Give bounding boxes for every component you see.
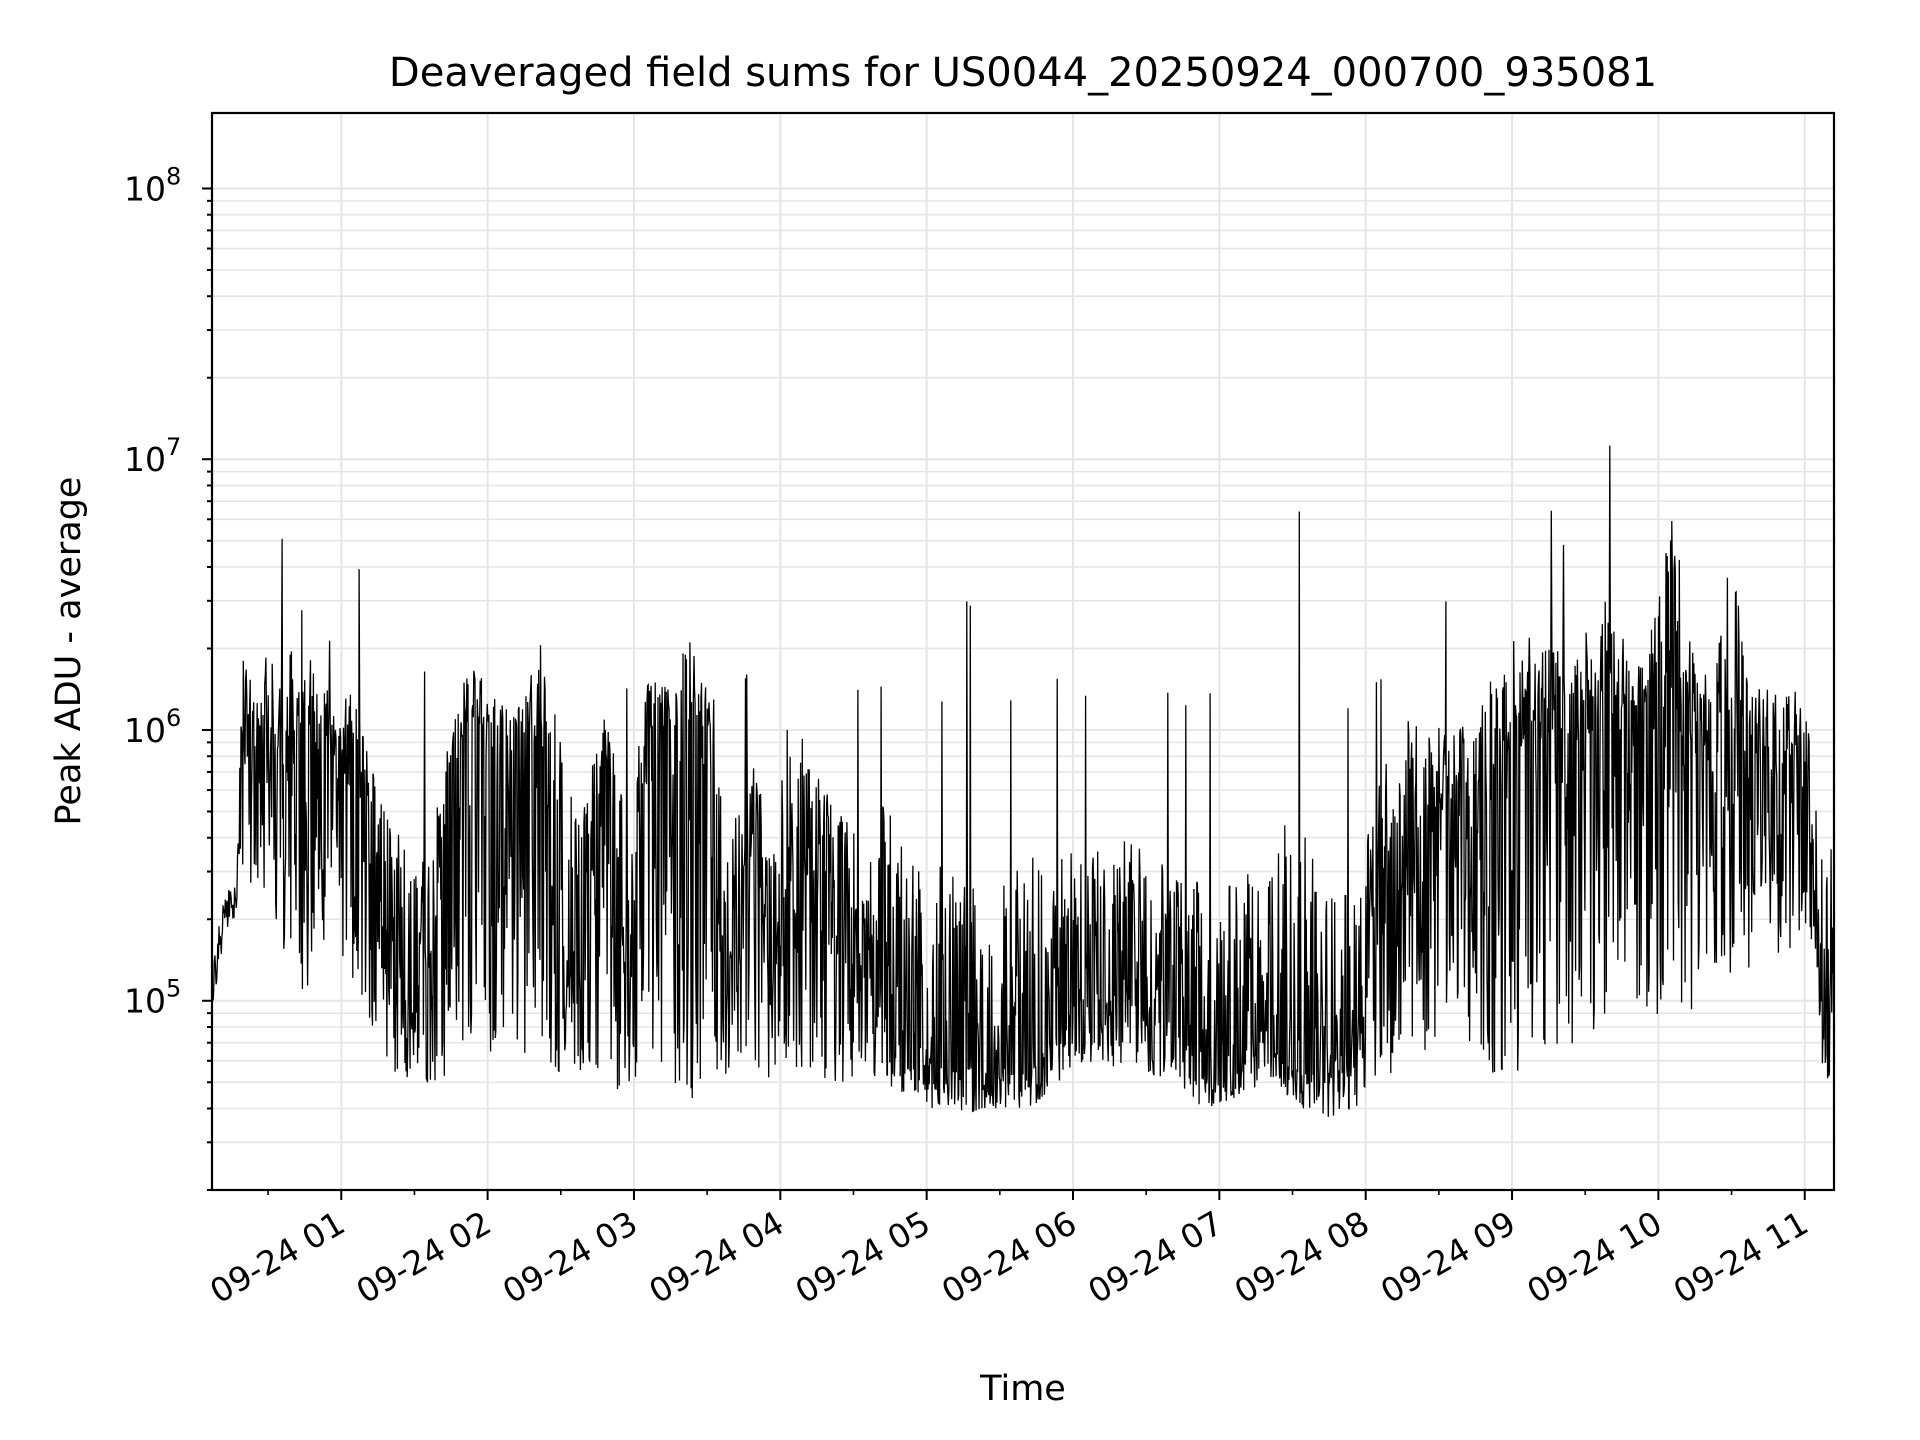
y-tick-label: 108 xyxy=(124,162,181,208)
plot-frame xyxy=(210,111,1836,1192)
x-axis-label: Time xyxy=(979,1369,1066,1409)
data-series xyxy=(211,445,1835,1117)
y-axis-label: Peak ADU - average xyxy=(49,477,89,826)
y-tick-label: 106 xyxy=(124,704,181,750)
chart-title: Deaveraged field sums for US0044_2025092… xyxy=(389,50,1657,96)
y-tick-label: 107 xyxy=(124,433,181,479)
series-line xyxy=(211,445,1835,1117)
y-tick-label: 105 xyxy=(124,975,181,1021)
